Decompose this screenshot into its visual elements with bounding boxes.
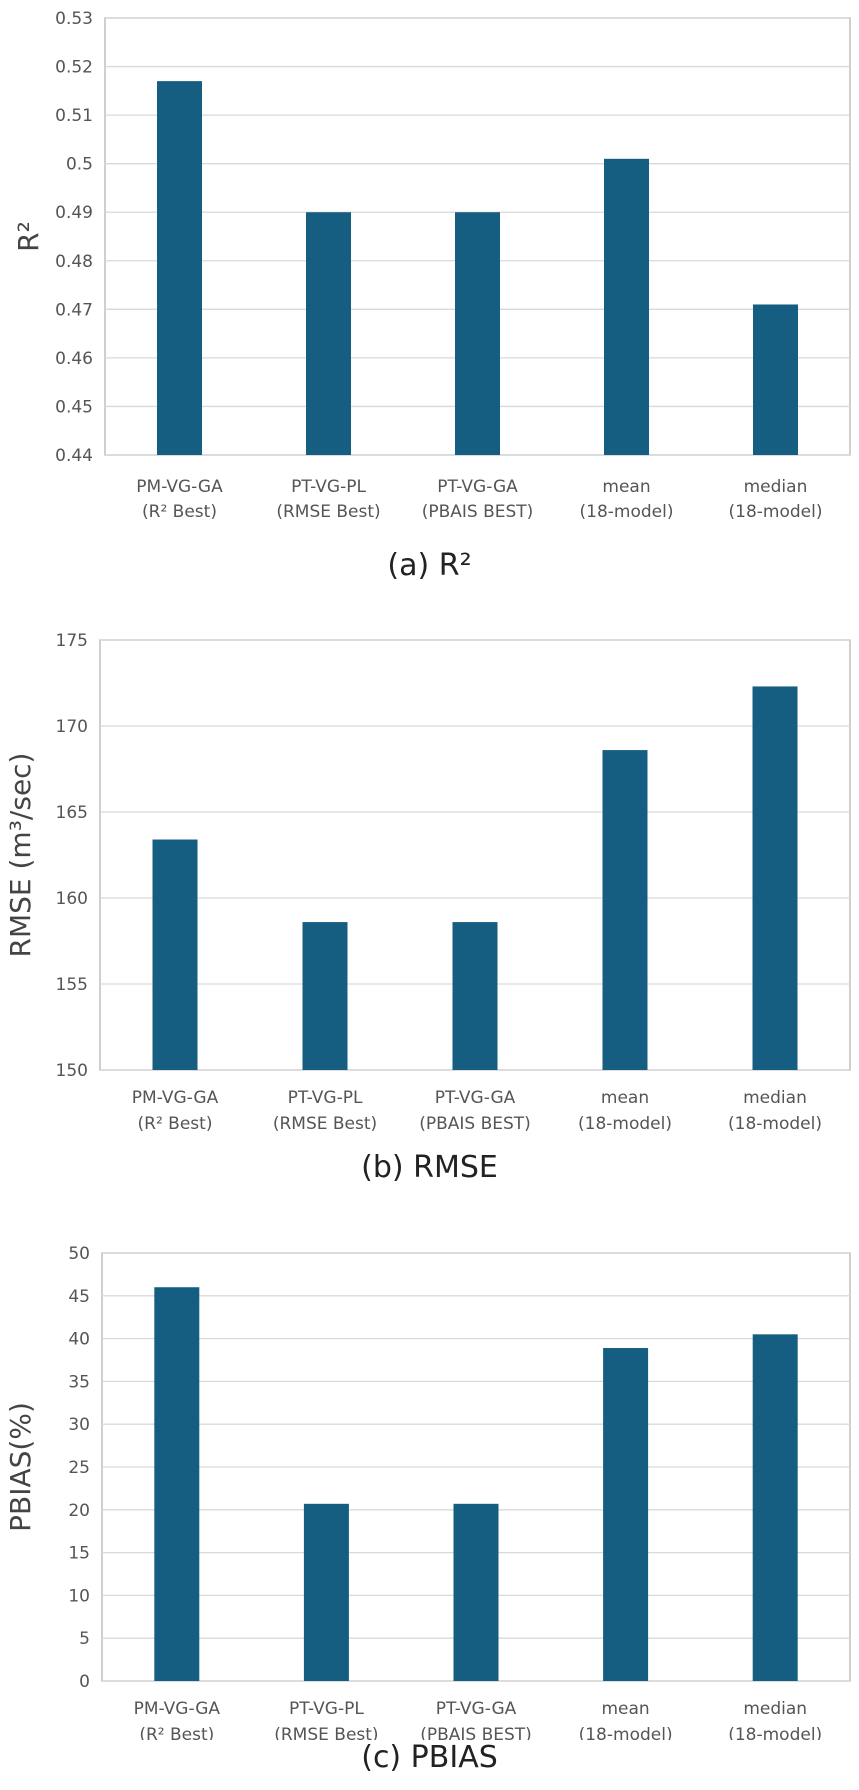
caption-a: (a) R² xyxy=(387,548,472,583)
chart-panel-c: 0 5 10 15 20 25 30 35 40 45 50 PBIAS(%) PM-VG-GA (R² … xyxy=(0,1200,859,1790)
x-category-sublabel: (PBAIS BEST) xyxy=(420,1725,532,1740)
bar-5 xyxy=(752,1334,798,1681)
x-category-sublabel: (RMSE Best) xyxy=(274,1725,378,1740)
caption-c: (c) PBIAS xyxy=(361,1740,498,1775)
y-tick-label: 15 xyxy=(68,1544,90,1564)
x-category-label: PT-VG-GA xyxy=(437,477,518,497)
x-category-sublabel: (RMSE Best) xyxy=(276,502,380,522)
x-category-sublabel: (RMSE Best) xyxy=(273,1114,377,1134)
bar-1 xyxy=(157,81,202,455)
bar-2 xyxy=(306,212,351,455)
chart-panel-a: 0.44 0.45 0.46 0.47 0.48 0.49 0.5 0.51 0.52 0.53 R… xyxy=(0,0,859,600)
x-category-label: median xyxy=(743,1699,807,1719)
y-tick-label: 50 xyxy=(68,1244,90,1264)
bar-4 xyxy=(603,1348,649,1681)
x-category-label: mean xyxy=(601,1088,649,1108)
y-tick-label: 0.45 xyxy=(55,397,93,417)
x-category-label: median xyxy=(744,477,808,497)
y-axis-label: RMSE (m³/sec) xyxy=(4,753,37,958)
y-tick-label: 0.48 xyxy=(55,252,93,272)
bar-5 xyxy=(753,304,798,455)
y-tick-label: 0.44 xyxy=(55,446,93,466)
y-tick-label: 5 xyxy=(79,1629,90,1649)
x-category-label: mean xyxy=(601,1699,649,1719)
x-category-label: median xyxy=(743,1088,807,1108)
x-category-sublabel: (R² Best) xyxy=(139,1725,214,1740)
x-category-sublabel: (R² Best) xyxy=(138,1114,213,1134)
y-tick-label: 25 xyxy=(68,1458,90,1478)
chart-panel-b: 150 155 160 165 170 175 RMSE (m³/sec) PM-VG-GA (… xyxy=(0,600,859,1200)
x-category-sublabel: (18-model) xyxy=(578,1114,672,1134)
x-category-label: PT-VG-PL xyxy=(291,477,366,497)
x-category-sublabel: (PBAIS BEST) xyxy=(422,502,534,522)
x-category-sublabel: (18-model) xyxy=(579,1725,673,1740)
x-category-label: PM-VG-GA xyxy=(132,1088,219,1108)
y-tick-label: 0.52 xyxy=(55,58,93,78)
bar-1 xyxy=(152,839,198,1070)
y-tick-label: 10 xyxy=(68,1586,90,1606)
bar-5 xyxy=(752,686,798,1070)
x-category-sublabel: (R² Best) xyxy=(142,502,217,522)
y-axis-label: PBIAS(%) xyxy=(4,1402,37,1532)
y-tick-label: 160 xyxy=(56,889,88,909)
x-category-label: mean xyxy=(602,477,650,497)
y-tick-label: 35 xyxy=(68,1372,90,1392)
y-tick-label: 0.5 xyxy=(66,155,93,175)
y-tick-label: 0.51 xyxy=(55,106,93,126)
y-tick-label: 0 xyxy=(79,1672,90,1692)
bar-4 xyxy=(604,158,649,456)
x-category-sublabel: (PBAIS BEST) xyxy=(419,1114,531,1134)
x-category-sublabel: (18-model) xyxy=(580,502,674,522)
y-tick-label: 0.46 xyxy=(55,349,93,369)
bar-3 xyxy=(452,922,498,1070)
bar-3 xyxy=(453,1503,499,1681)
x-category-label: PM-VG-GA xyxy=(134,1699,221,1719)
rmse-bar-chart: 150 155 160 165 170 175 RMSE (m³/sec) PM-VG-GA (… xyxy=(4,631,851,1134)
y-tick-label: 170 xyxy=(56,717,88,737)
y-tick-label: 155 xyxy=(56,975,88,995)
y-tick-label: 0.53 xyxy=(55,9,93,29)
x-category-label: PT-VG-PL xyxy=(288,1088,363,1108)
r2-bar-chart: 0.44 0.45 0.46 0.47 0.48 0.49 0.5 0.51 0.52 0.53 R… xyxy=(12,9,851,522)
x-category-sublabel: (18-model) xyxy=(728,1114,822,1134)
y-axis-label: R² xyxy=(12,221,45,252)
bar-1 xyxy=(154,1287,200,1681)
x-category-label: PM-VG-GA xyxy=(136,477,223,497)
bar-3 xyxy=(455,212,500,455)
y-tick-label: 165 xyxy=(56,803,88,823)
y-tick-label: 150 xyxy=(56,1061,88,1081)
caption-b: (b) RMSE xyxy=(361,1150,498,1185)
y-tick-label: 40 xyxy=(68,1330,90,1350)
y-tick-label: 45 xyxy=(68,1287,90,1307)
x-category-label: PT-VG-GA xyxy=(436,1699,517,1719)
y-tick-label: 0.49 xyxy=(55,203,93,223)
y-tick-label: 175 xyxy=(56,631,88,651)
bar-4 xyxy=(602,750,648,1070)
y-tick-label: 20 xyxy=(68,1501,90,1521)
x-category-sublabel: (18-model) xyxy=(729,502,823,522)
x-category-label: PT-VG-GA xyxy=(435,1088,516,1108)
bar-2 xyxy=(302,922,348,1070)
y-tick-label: 30 xyxy=(68,1415,90,1435)
bar-2 xyxy=(303,1503,349,1681)
y-tick-label: 0.47 xyxy=(55,300,93,320)
x-category-label: PT-VG-PL xyxy=(289,1699,364,1719)
pbias-bar-chart: 0 5 10 15 20 25 30 35 40 45 50 PBIAS(%) PM-VG-GA (R² … xyxy=(4,1244,851,1740)
x-category-sublabel: (18-model) xyxy=(728,1725,822,1740)
